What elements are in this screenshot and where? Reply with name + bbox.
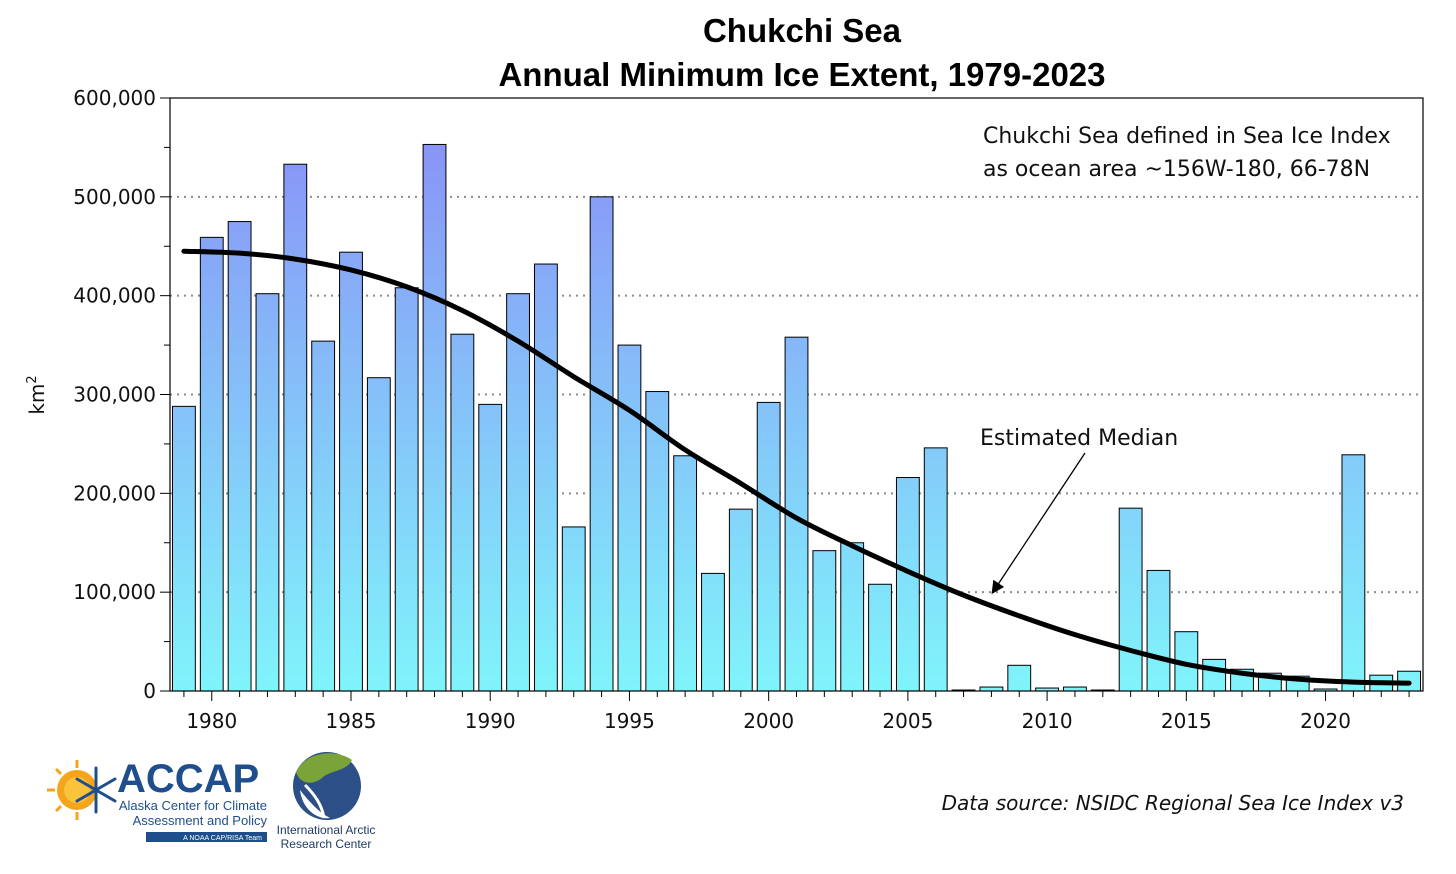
y-tick-label: 500,000: [73, 185, 156, 209]
annotation-line2: as ocean area ~156W-180, 66-78N: [983, 157, 1370, 182]
x-axis: 1980 1985 1990 1995 2000 2005 2010 2015 2020: [183, 691, 1410, 733]
accap-name: ACCAP: [117, 757, 259, 801]
bar-2003: [840, 542, 865, 692]
bar-2005: [895, 477, 920, 692]
x-tick-label: 1980: [186, 709, 237, 733]
bars: [172, 143, 1421, 692]
x-tick-label: 2000: [743, 709, 794, 733]
bar-1983: [283, 163, 308, 692]
iarc-logo: International Arctic Research Center: [277, 752, 376, 851]
bar-1998: [701, 572, 725, 692]
x-tick-label: 1995: [604, 709, 655, 733]
accap-line2: Assessment and Policy: [133, 813, 268, 828]
median-line: [181, 248, 1412, 686]
chart-title-line1: Chukchi Sea: [703, 12, 902, 49]
sun-snowflake-icon: [47, 760, 117, 820]
bar-1999: [728, 508, 753, 692]
accap-logo: ACCAP Alaska Center for Climate Assessme…: [47, 757, 267, 842]
bar-2000: [756, 401, 781, 692]
bar-1988: [422, 143, 447, 692]
median-label: Estimated Median: [980, 426, 1178, 451]
bar-1979: [172, 405, 196, 692]
bar-2004: [868, 583, 892, 692]
chart-title-line2: Annual Minimum Ice Extent, 1979-2023: [498, 56, 1105, 93]
bar-1997: [673, 455, 698, 692]
y-tick-label: 0: [143, 679, 156, 703]
bar-1987: [394, 287, 419, 692]
iarc-line1: International Arctic: [277, 823, 376, 837]
data-source: Data source: NSIDC Regional Sea Ice Inde…: [942, 791, 1404, 815]
bar-1991: [506, 293, 530, 692]
x-tick-label: 2005: [882, 709, 933, 733]
median-curve: [181, 248, 1412, 686]
bar-2021: [1341, 454, 1366, 692]
bar-2009: [1007, 664, 1032, 692]
accap-tag-band: [146, 832, 267, 842]
bar-1993: [561, 526, 586, 692]
bar-2016: [1202, 658, 1227, 692]
bar-2013: [1118, 507, 1143, 692]
bar-1984: [311, 340, 336, 692]
y-tick-label: 200,000: [73, 481, 156, 505]
bar-2002: [812, 550, 837, 692]
bar-1994: [589, 196, 614, 692]
grid-lines: [170, 195, 1423, 594]
x-tick-label: 2010: [1022, 709, 1073, 733]
accap-line1: Alaska Center for Climate: [119, 798, 267, 813]
y-axis: 0 100,000 200,000 300,000 400,000 500,000 600,…: [73, 86, 170, 703]
iarc-line2: Research Center: [281, 837, 372, 851]
y-tick-label: 600,000: [73, 86, 156, 110]
bar-1986: [366, 377, 391, 692]
bar-1981: [227, 221, 252, 692]
bar-1995: [617, 344, 642, 692]
bar-1980: [199, 236, 224, 692]
y-tick-label: 100,000: [73, 580, 156, 604]
bar-1990: [478, 403, 503, 692]
bar-2014: [1146, 569, 1171, 692]
median-label-arrow: [991, 452, 1086, 595]
x-tick-label: 1990: [465, 709, 516, 733]
y-axis-label: km2: [25, 375, 49, 414]
bar-1982: [255, 293, 280, 692]
bar-1992: [533, 263, 558, 692]
bar-1985: [339, 251, 363, 692]
x-tick-label: 2015: [1161, 709, 1212, 733]
bar-2006: [923, 447, 948, 692]
annotation-line1: Chukchi Sea defined in Sea Ice Index: [983, 124, 1391, 149]
y-tick-label: 400,000: [73, 284, 156, 308]
accap-tag: A NOAA CAP/RISA Team: [183, 835, 262, 842]
bar-1989: [450, 333, 475, 692]
globe-icon: [293, 752, 361, 820]
x-tick-label: 2020: [1300, 709, 1351, 733]
x-tick-label: 1985: [326, 709, 377, 733]
y-tick-label: 300,000: [73, 383, 156, 407]
